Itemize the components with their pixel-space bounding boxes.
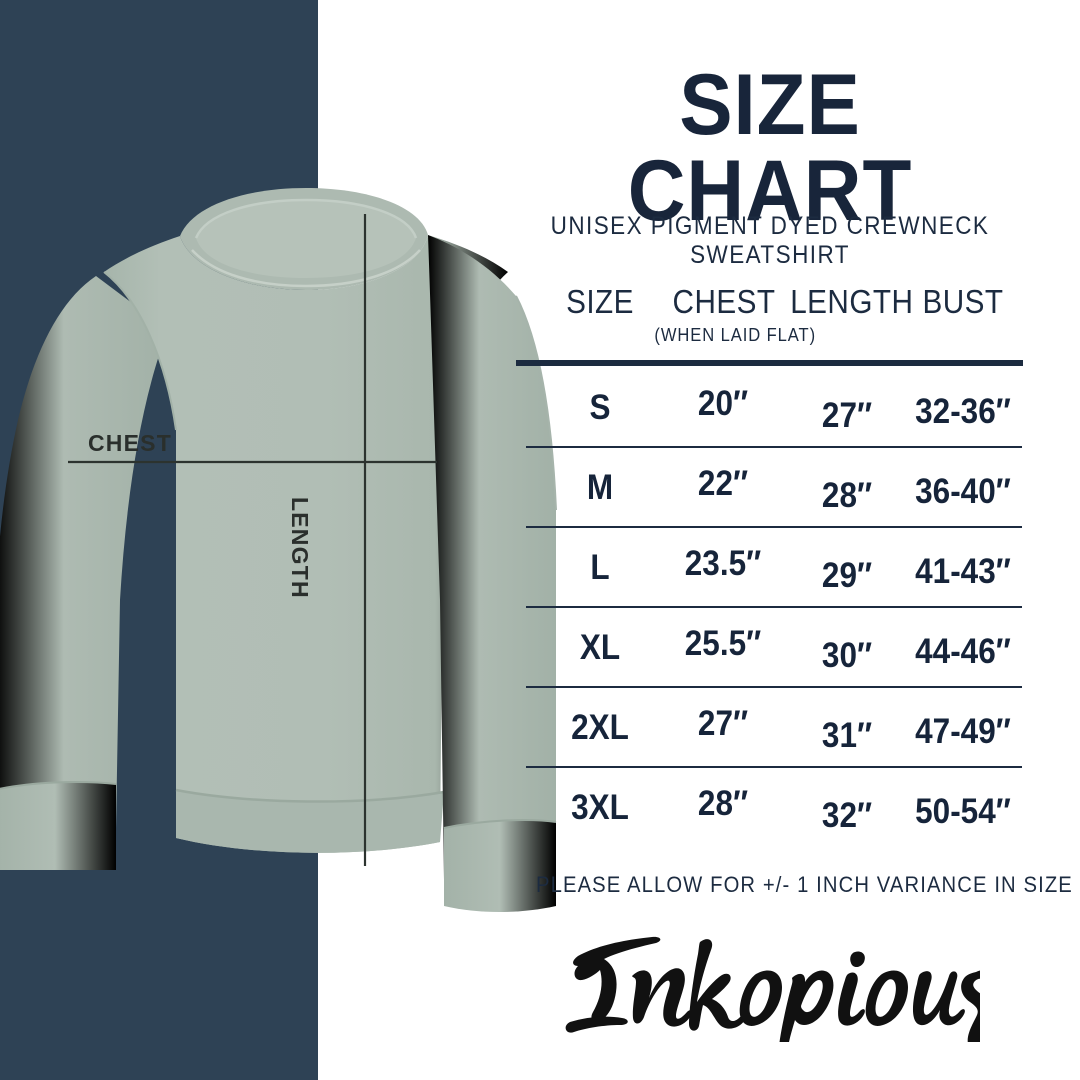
- table-row: M 22″ 28″ 36-40″: [508, 446, 1023, 526]
- column-header-size: SIZE: [566, 283, 634, 320]
- cell-length: 32″: [821, 796, 873, 835]
- measurement-guides: [68, 214, 437, 866]
- cell-chest: 22″: [697, 464, 749, 503]
- cell-bust: 50-54″: [915, 792, 1011, 831]
- table-header-row: SIZE CHEST LENGTH BUST (WHEN LAID FLAT): [508, 283, 1023, 366]
- table-row: L 23.5″ 29″ 41-43″: [508, 526, 1023, 606]
- cell-size: 2XL: [571, 708, 629, 747]
- size-chart-column: SIZE CHART UNISEX PIGMENT DYED CREWNECK …: [500, 0, 1073, 1080]
- cell-chest: 27″: [697, 704, 749, 743]
- table-row: S 20″ 27″ 32-36″: [508, 366, 1023, 446]
- chest-measure-label: CHEST: [88, 430, 172, 456]
- cell-length: 30″: [821, 636, 873, 675]
- table-row: 2XL 27″ 31″ 47-49″: [508, 686, 1023, 766]
- page-subtitle: UNISEX PIGMENT DYED CREWNECK SWEATSHIRT: [550, 212, 990, 269]
- cell-size: 3XL: [571, 788, 629, 827]
- cell-bust: 41-43″: [915, 552, 1011, 591]
- inkopious-wordmark: [565, 936, 980, 1042]
- header-rule: [516, 360, 1023, 366]
- cell-bust: 44-46″: [915, 632, 1011, 671]
- cell-chest: 25.5″: [684, 624, 762, 663]
- cell-chest: 23.5″: [684, 544, 762, 583]
- column-header-length: LENGTH: [790, 283, 914, 320]
- column-header-chest: CHEST: [672, 283, 776, 320]
- cell-bust: 47-49″: [915, 712, 1011, 751]
- sweatshirt-illustration: CHEST LENGTH: [0, 0, 560, 960]
- table-row: XL 25.5″ 30″ 44-46″: [508, 606, 1023, 686]
- page-title: SIZE CHART: [627, 57, 913, 239]
- cell-length: 31″: [821, 716, 873, 755]
- cell-length: 27″: [821, 396, 873, 435]
- chest-measure-note: (WHEN LAID FLAT): [654, 325, 817, 345]
- cell-length: 28″: [821, 476, 873, 515]
- left-sleeve: [0, 276, 168, 870]
- length-measure-label: LENGTH: [287, 497, 313, 599]
- garment-body: [103, 188, 508, 853]
- cell-chest: 20″: [697, 384, 749, 423]
- right-sleeve: [428, 235, 557, 912]
- table-row: 3XL 28″ 32″ 50-54″: [508, 766, 1023, 846]
- cell-chest: 28″: [697, 784, 749, 823]
- table-body: S 20″ 27″ 32-36″ M 22″ 28″ 36-40″ L 23.5…: [508, 366, 1023, 846]
- cell-bust: 36-40″: [915, 472, 1011, 511]
- cell-size: XL: [579, 628, 621, 667]
- size-table: SIZE CHEST LENGTH BUST (WHEN LAID FLAT) …: [508, 283, 1023, 835]
- cell-size: L: [590, 548, 610, 587]
- column-header-bust: BUST: [922, 283, 1004, 320]
- brand-logo: R: [560, 922, 980, 1042]
- cell-bust: 32-36″: [915, 392, 1011, 431]
- variance-note: PLEASE ALLOW FOR +/- 1 INCH VARIANCE IN …: [536, 872, 1073, 897]
- cell-size: S: [589, 388, 611, 427]
- cell-size: M: [586, 468, 614, 507]
- cell-length: 29″: [821, 556, 873, 595]
